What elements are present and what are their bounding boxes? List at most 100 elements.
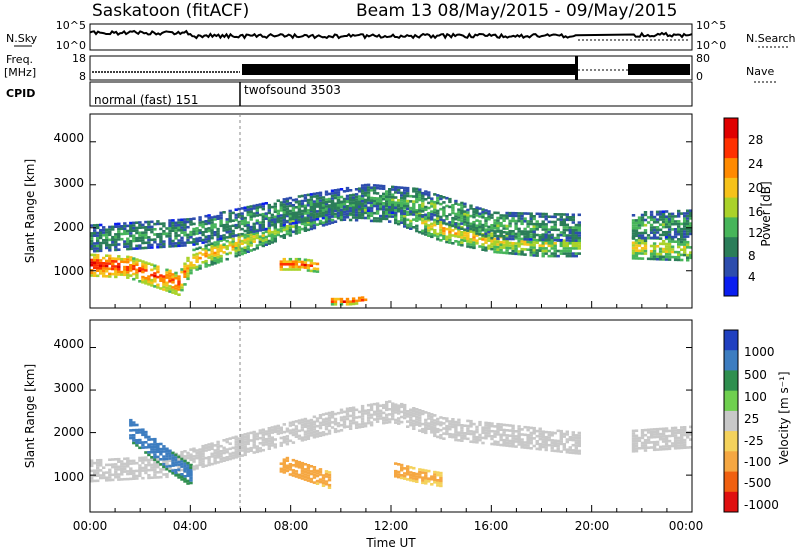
rti-cell bbox=[375, 404, 380, 408]
rti-cell bbox=[126, 465, 130, 468]
rti-cell bbox=[673, 441, 678, 445]
rti-cell bbox=[222, 236, 226, 240]
rti-cell bbox=[282, 441, 286, 444]
rti-cell bbox=[457, 243, 461, 246]
rti-cell bbox=[388, 420, 392, 424]
rti-cell bbox=[132, 265, 136, 268]
rti-cell bbox=[132, 262, 136, 265]
rti-cell bbox=[267, 224, 271, 228]
rti-cell bbox=[327, 416, 332, 420]
rti-cell bbox=[637, 249, 642, 253]
rti-cell bbox=[90, 245, 94, 248]
rti-cell bbox=[180, 478, 184, 481]
rti-cell bbox=[351, 411, 356, 415]
rti-cell bbox=[321, 413, 326, 416]
rti-cell bbox=[532, 230, 536, 234]
rti-cell bbox=[517, 250, 521, 253]
rti-cell bbox=[375, 402, 380, 405]
rti-cell bbox=[511, 244, 515, 248]
rti-cell bbox=[318, 426, 323, 430]
rti-cell bbox=[297, 195, 302, 198]
rti-cell bbox=[177, 277, 181, 281]
rti-cell bbox=[273, 210, 277, 213]
rti-cell bbox=[189, 271, 193, 275]
rti-cell bbox=[120, 462, 124, 466]
rti-cell bbox=[677, 238, 681, 241]
rti-cell bbox=[219, 257, 223, 260]
rti-cell bbox=[111, 465, 115, 469]
rti-cell bbox=[285, 268, 290, 271]
rti-cell bbox=[294, 265, 299, 269]
rti-cell bbox=[363, 201, 368, 204]
rti-cell bbox=[249, 449, 253, 452]
rti-cell bbox=[490, 216, 494, 219]
rti-cell bbox=[559, 220, 563, 224]
rti-cell bbox=[394, 203, 398, 207]
rti-cell bbox=[123, 457, 127, 461]
rti-cell bbox=[93, 469, 97, 472]
rti-cell bbox=[96, 266, 100, 270]
rti-cell bbox=[351, 206, 356, 210]
rti-cell bbox=[294, 462, 299, 465]
rti-cell bbox=[105, 233, 109, 237]
rti-cell bbox=[240, 232, 244, 236]
rti-cell bbox=[664, 442, 669, 446]
rti-cell bbox=[562, 242, 566, 245]
rti-cell bbox=[445, 235, 449, 239]
rti-cell bbox=[463, 434, 467, 438]
rti-cell bbox=[276, 432, 280, 435]
rti-cell bbox=[348, 207, 353, 210]
rti-cell bbox=[291, 230, 296, 234]
rti-cell bbox=[156, 476, 160, 479]
rti-cell bbox=[189, 217, 193, 221]
rti-cell bbox=[637, 257, 642, 260]
rti-cell bbox=[652, 233, 657, 237]
rti-cell bbox=[499, 425, 503, 429]
rti-cell bbox=[424, 233, 428, 236]
rti-cell bbox=[165, 286, 169, 290]
rti-cell bbox=[123, 227, 127, 230]
rti-cell bbox=[249, 228, 253, 231]
rti-cell bbox=[315, 270, 320, 273]
rti-cell bbox=[183, 223, 187, 227]
rti-cell bbox=[288, 431, 293, 435]
rti-cell bbox=[559, 252, 563, 255]
rti-cell bbox=[577, 449, 581, 453]
rti-cell bbox=[303, 261, 308, 264]
rti-cell bbox=[574, 239, 578, 242]
rti-cell bbox=[670, 429, 675, 432]
rti-cell bbox=[499, 234, 503, 238]
rti-cell bbox=[306, 214, 311, 217]
rti-cell bbox=[144, 464, 148, 467]
rti-cell bbox=[300, 263, 305, 266]
power-ytick-4000: 4000 bbox=[53, 131, 84, 145]
rti-cell bbox=[324, 207, 329, 211]
rti-cell bbox=[472, 226, 476, 229]
rti-cell bbox=[472, 422, 476, 426]
rti-cell bbox=[306, 258, 311, 262]
rti-cell bbox=[631, 257, 636, 260]
rti-cell bbox=[96, 244, 100, 248]
rti-cell bbox=[472, 236, 476, 239]
rti-cell bbox=[372, 410, 377, 414]
rti-cell bbox=[300, 260, 305, 264]
rti-cell bbox=[249, 241, 253, 245]
rti-cell bbox=[300, 202, 305, 205]
rti-cell bbox=[683, 227, 687, 231]
rti-cell bbox=[354, 408, 359, 412]
freq-tick-top: 18 bbox=[72, 52, 86, 65]
rti-cell bbox=[577, 234, 581, 237]
rti-cell bbox=[409, 416, 413, 419]
rti-cell bbox=[354, 211, 359, 214]
rti-cell bbox=[508, 241, 512, 245]
rti-cell bbox=[168, 449, 172, 453]
rti-cell bbox=[348, 427, 353, 430]
rti-cell bbox=[312, 425, 317, 429]
rti-cell bbox=[634, 249, 639, 252]
rti-cell bbox=[273, 223, 277, 226]
rti-cell bbox=[348, 189, 353, 192]
rti-cell bbox=[318, 421, 323, 425]
rti-cell bbox=[243, 433, 247, 436]
rti-cell bbox=[553, 223, 557, 226]
rti-cell bbox=[523, 212, 527, 215]
